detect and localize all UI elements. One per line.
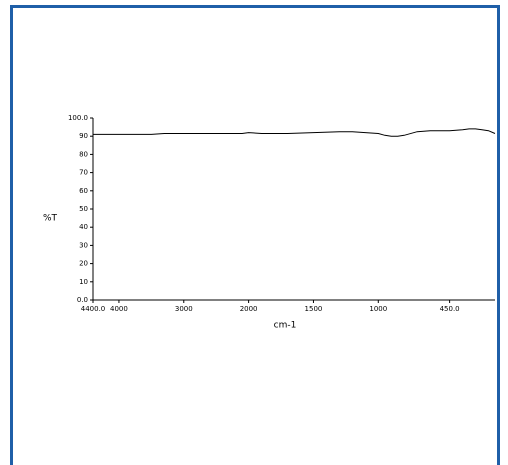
- y-tick-label: 80: [79, 150, 88, 158]
- y-axis-label: %T: [43, 214, 58, 224]
- y-tick-label: 90: [79, 132, 88, 140]
- x-tick-label: 1000: [369, 305, 387, 313]
- y-tick-label: 70: [79, 169, 88, 177]
- x-tick-label: 4000: [110, 305, 128, 313]
- x-tick-label: 1500: [305, 305, 323, 313]
- y-tick-label: 60: [79, 187, 88, 195]
- y-tick-label: 20: [79, 260, 88, 268]
- x-tick-label: 450.0: [440, 305, 460, 313]
- y-tick-label: 50: [79, 205, 88, 213]
- x-axis-label: cm-1: [274, 321, 297, 331]
- y-tick-label: 10: [79, 278, 88, 286]
- y-tick-label: 30: [79, 241, 88, 249]
- x-tick-label: 3000: [175, 305, 193, 313]
- x-tick-label: 4400.0: [81, 305, 106, 313]
- y-tick-label: 100.0: [68, 114, 88, 122]
- x-tick-label: 2000: [240, 305, 258, 313]
- spectrum-line: [93, 128, 496, 137]
- chart: cm-1 %T 100.09080706050403020100.04400.0…: [43, 114, 496, 331]
- frame: [10, 5, 500, 465]
- y-tick-label: 0.0: [77, 296, 88, 304]
- y-tick-label: 40: [79, 223, 88, 231]
